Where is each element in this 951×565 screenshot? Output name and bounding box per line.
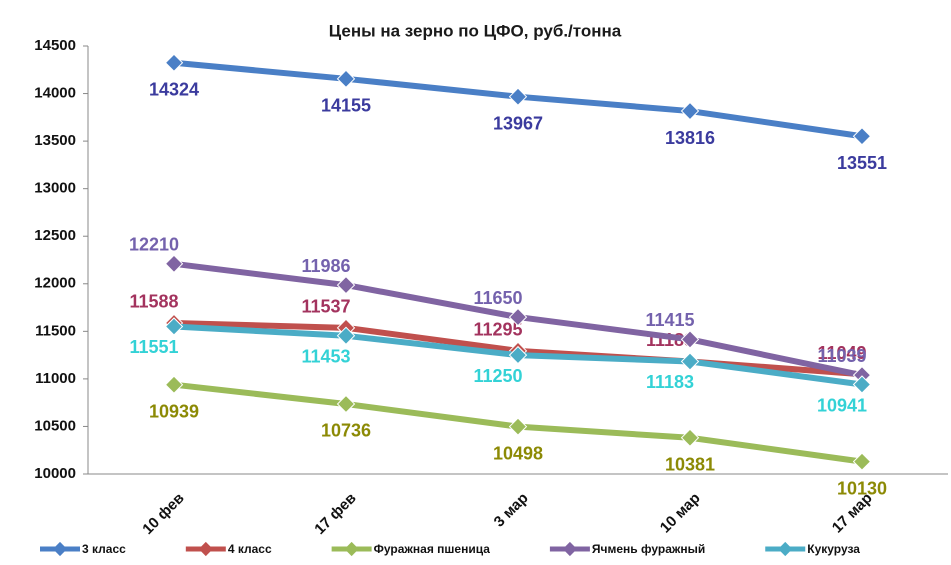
data-label: 11250 <box>473 366 522 386</box>
y-tick-label: 12000 <box>34 275 76 292</box>
marker <box>164 375 184 394</box>
legend-marker <box>562 541 577 557</box>
data-label: 14155 <box>321 96 371 116</box>
data-label: 11537 <box>301 297 350 317</box>
y-tick-label: 11500 <box>35 322 76 339</box>
legend-marker <box>344 541 359 557</box>
data-label: 13816 <box>665 128 715 148</box>
marker <box>852 127 872 146</box>
marker <box>336 394 356 414</box>
marker <box>508 307 528 327</box>
data-label: 11453 <box>301 347 350 367</box>
chart-title: Цены на зерно по ЦФО, руб./тонна <box>329 21 622 40</box>
data-label: 14324 <box>149 79 199 99</box>
marker <box>852 375 872 394</box>
marker <box>164 317 184 336</box>
data-label: 10498 <box>493 443 543 463</box>
legend-label: 3 класс <box>82 542 126 556</box>
y-tick-label: 14000 <box>34 85 76 102</box>
data-label: 11039 <box>817 346 866 366</box>
data-label: 13967 <box>493 113 543 133</box>
legend-label: Ячмень фуражный <box>592 542 705 556</box>
data-label: 11049 <box>817 343 866 363</box>
marker <box>852 452 872 471</box>
marker <box>164 254 184 273</box>
marker <box>336 275 356 295</box>
data-label: 11588 <box>129 292 178 312</box>
data-label: 11415 <box>645 310 694 330</box>
marker <box>508 345 528 365</box>
y-tick-label: 10000 <box>34 465 76 482</box>
legend-marker <box>778 541 793 557</box>
data-label: 11295 <box>473 320 522 340</box>
marker <box>508 87 528 106</box>
data-label: 11986 <box>301 256 350 276</box>
marker <box>680 352 700 371</box>
data-label: 10941 <box>817 395 867 415</box>
data-label: 11650 <box>473 288 522 308</box>
data-label: 12210 <box>129 235 179 255</box>
marker <box>852 365 872 385</box>
legend-marker <box>52 541 68 557</box>
y-tick-label: 13000 <box>34 180 76 197</box>
legend-label: Фуражная пшеница <box>374 542 491 556</box>
data-label: 11183 <box>646 372 694 392</box>
marker <box>336 69 356 89</box>
y-tick-label: 11000 <box>35 370 76 387</box>
marker <box>680 428 700 447</box>
data-label: 11551 <box>129 337 178 357</box>
data-label: 10130 <box>837 478 887 498</box>
marker <box>336 326 356 345</box>
y-tick-label: 10500 <box>34 417 76 434</box>
data-label: 10736 <box>321 421 371 441</box>
marker <box>164 53 184 72</box>
data-label: 10939 <box>149 401 199 421</box>
marker <box>508 417 528 436</box>
legend-label: Кукуруза <box>807 542 860 556</box>
data-label: 10381 <box>665 455 715 475</box>
legend-label: 4 класс <box>228 542 272 556</box>
y-tick-label: 13500 <box>34 132 76 149</box>
marker <box>680 330 700 349</box>
y-tick-label: 14500 <box>34 37 76 54</box>
legend-marker <box>198 541 213 557</box>
data-label: 13551 <box>837 153 887 173</box>
marker <box>680 101 700 121</box>
y-tick-label: 12500 <box>34 227 76 244</box>
